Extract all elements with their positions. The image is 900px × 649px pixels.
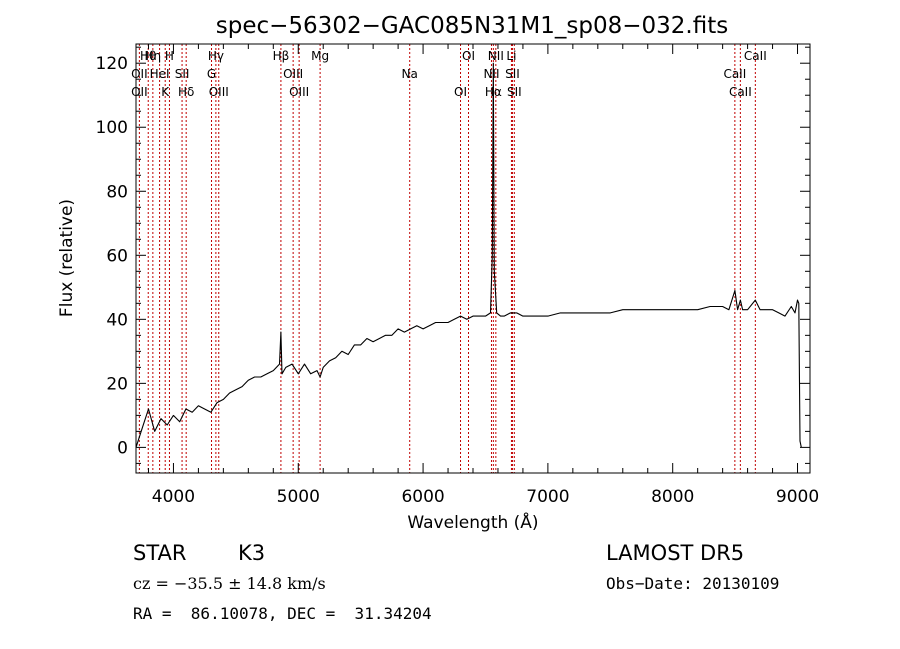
y-axis: 0 20 40 60 80 100 120 (96, 46, 810, 464)
line-label-group: HθOIIOIIHηHeIKHSIIHδHγGOIIIHβOIIIOIIIMgN… (131, 49, 767, 99)
x-tick-label: 5000 (277, 487, 320, 507)
plot-frame (135, 43, 811, 474)
spectral-line-label: HeI (150, 67, 170, 81)
line-marker-group (138, 44, 756, 473)
chart-title: spec−56302−GAC085N31M1_sp08−032.fits (216, 13, 728, 39)
spectral-line-label: Hγ (208, 49, 224, 63)
coordinates: RA = 86.10078, DEC = 31.34204 (133, 604, 432, 623)
y-tick-label: 0 (117, 438, 128, 458)
spectral-line-label: SII (175, 67, 190, 81)
spectral-line-label: OI (454, 85, 467, 99)
spectral-line-label: OIII (209, 85, 229, 99)
spectral-line-label: K (161, 85, 170, 99)
x-tick-label: 7000 (526, 487, 569, 507)
spectral-line-label: OII (131, 67, 148, 81)
spectral-line-label: CaII (723, 67, 746, 81)
x-tick-label: 6000 (401, 487, 444, 507)
spectral-line-label: Na (402, 67, 418, 81)
x-axis-label: Wavelength (Å) (407, 511, 538, 533)
spectral-line-label: NII (483, 67, 499, 81)
redshift-text: cz = −35.5 ± 14.8 km/s (133, 574, 326, 593)
y-tick-label: 40 (106, 310, 128, 330)
spectral-line-label: Mg (311, 49, 329, 63)
spectral-line-label: OII (131, 85, 148, 99)
spectral-line-label: SII (507, 85, 522, 99)
spectral-line-label: G (207, 67, 216, 81)
spectral-line-label: Hη (145, 49, 162, 63)
spectral-line-label: Hδ (178, 85, 194, 99)
y-axis-label: Flux (relative) (57, 199, 77, 317)
x-tick-label: 9000 (776, 487, 819, 507)
spectral-line-label: H (165, 49, 174, 63)
spectral-line-label: OIII (283, 67, 303, 81)
spectral-subclass: K3 (238, 541, 266, 565)
y-tick-label: 80 (106, 182, 128, 202)
y-tick-label: 120 (96, 54, 128, 74)
spectral-line-label: CaII (744, 49, 767, 63)
y-tick-label: 100 (96, 118, 128, 138)
spectrum-series-line (135, 62, 802, 448)
spectral-line-label: OI (462, 49, 475, 63)
observation-date: Obs−Date: 20130109 (606, 574, 780, 593)
survey-name: LAMOST DR5 (606, 541, 745, 565)
spectral-line-label: Li (506, 49, 516, 63)
spectral-line-label: Hθ (140, 49, 156, 63)
spectral-line-label: Hβ (273, 49, 290, 63)
x-axis: 4000 5000 6000 7000 8000 9000 (147, 44, 819, 507)
object-class: STAR (133, 541, 187, 565)
x-tick-label: 8000 (651, 487, 694, 507)
y-tick-label: 20 (106, 374, 128, 394)
y-tick-label: 60 (106, 246, 128, 266)
spectral-line-label: SII (505, 67, 520, 81)
spectral-line-label: NII (488, 49, 504, 63)
spectral-line-label: OIII (289, 85, 309, 99)
spectral-line-label: CaII (729, 85, 752, 99)
x-tick-label: 4000 (152, 487, 195, 507)
